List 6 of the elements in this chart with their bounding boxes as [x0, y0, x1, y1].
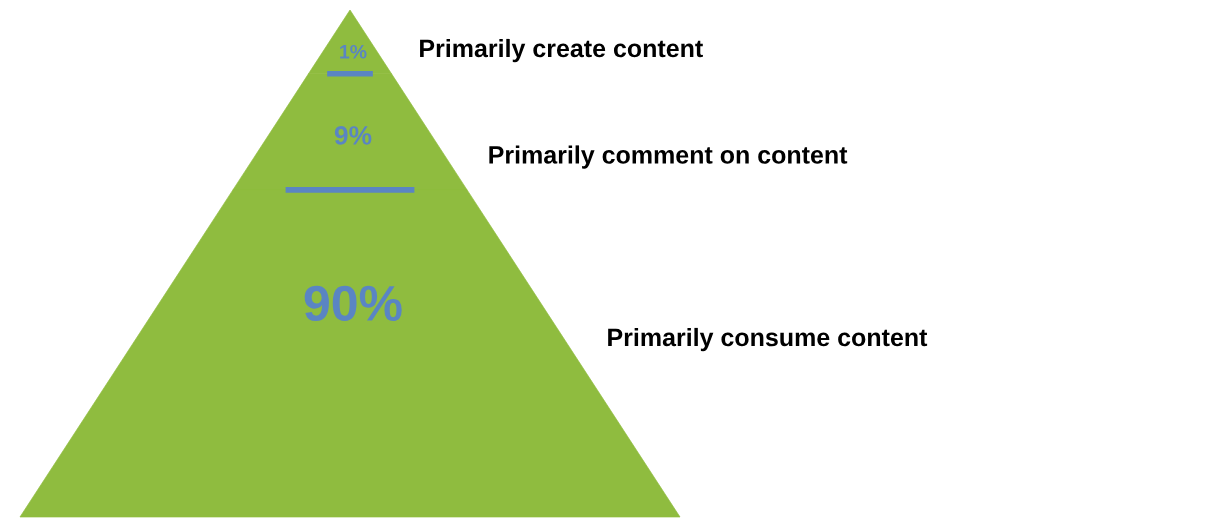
data-label: 9% — [334, 126, 372, 145]
data-label: 1% — [340, 44, 367, 59]
category-label: Primarily create content — [420, 38, 703, 63]
data-label: 90% — [304, 285, 402, 322]
category-label: Primarily consume content — [608, 327, 928, 352]
category-label: Primarily comment on content — [489, 145, 848, 169]
